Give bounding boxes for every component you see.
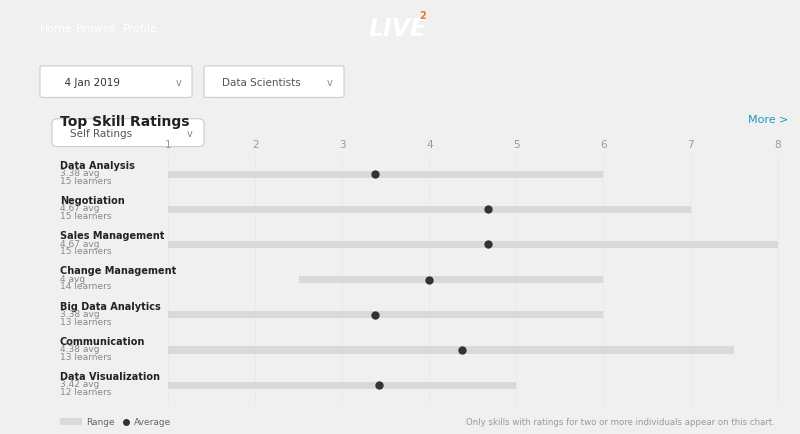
Text: 3: 3 [339,140,346,150]
Text: v: v [326,78,332,87]
Bar [168,312,603,319]
Text: Home: Home [39,24,73,34]
Text: 3.38 avg: 3.38 avg [60,169,100,178]
Text: 4 Jan 2019: 4 Jan 2019 [58,78,121,87]
Text: v: v [187,128,193,138]
Text: 4 avg: 4 avg [60,274,85,283]
Text: Big Data Analytics: Big Data Analytics [60,301,161,311]
Bar [168,347,734,354]
Text: 3.38 avg: 3.38 avg [60,309,100,318]
Text: Communication: Communication [60,336,146,346]
Text: Negotiation: Negotiation [60,196,125,206]
Text: Change Management: Change Management [60,266,176,276]
Text: 4.67 avg: 4.67 avg [60,239,99,248]
Text: 2: 2 [252,140,258,150]
Text: 4.67 avg: 4.67 avg [60,204,99,213]
Text: 15 learners: 15 learners [60,177,111,185]
Text: Data Scientists: Data Scientists [222,78,300,87]
Text: Profile: Profile [122,24,158,34]
Text: 13 learners: 13 learners [60,317,111,326]
Text: 15 learners: 15 learners [60,212,111,220]
Text: 13 learners: 13 learners [60,352,111,361]
Bar [168,206,690,213]
Text: 4: 4 [426,140,433,150]
Bar [60,418,82,425]
FancyBboxPatch shape [204,67,344,98]
Text: v: v [176,78,182,87]
Text: 15 learners: 15 learners [60,247,111,256]
Text: Data Visualization: Data Visualization [60,371,160,381]
Text: Top Skill Ratings: Top Skill Ratings [60,115,190,128]
Text: Only skills with ratings for two or more individuals appear on this chart.: Only skills with ratings for two or more… [466,417,774,426]
Text: 4.38 avg: 4.38 avg [60,344,99,353]
Bar [168,241,778,248]
Text: Average: Average [134,417,172,426]
Text: 2: 2 [419,11,426,21]
Text: 5: 5 [513,140,520,150]
Bar [168,171,603,178]
Text: 8: 8 [774,140,781,150]
Text: Data Analysis: Data Analysis [60,161,135,171]
Text: 1: 1 [165,140,171,150]
Text: 14 learners: 14 learners [60,282,111,291]
Text: 3.42 avg: 3.42 avg [60,379,99,388]
Text: LIVE: LIVE [369,17,426,41]
Text: Self Ratings: Self Ratings [70,128,133,138]
Text: 12 learners: 12 learners [60,387,111,396]
Text: More >: More > [748,115,788,125]
Text: Sales Management: Sales Management [60,231,164,241]
Text: 6: 6 [600,140,606,150]
Text: Browse: Browse [76,24,116,34]
Bar [168,382,516,389]
Bar [298,276,603,283]
Text: Range: Range [86,417,115,426]
FancyBboxPatch shape [40,67,192,98]
Text: 7: 7 [687,140,694,150]
FancyBboxPatch shape [52,119,204,147]
